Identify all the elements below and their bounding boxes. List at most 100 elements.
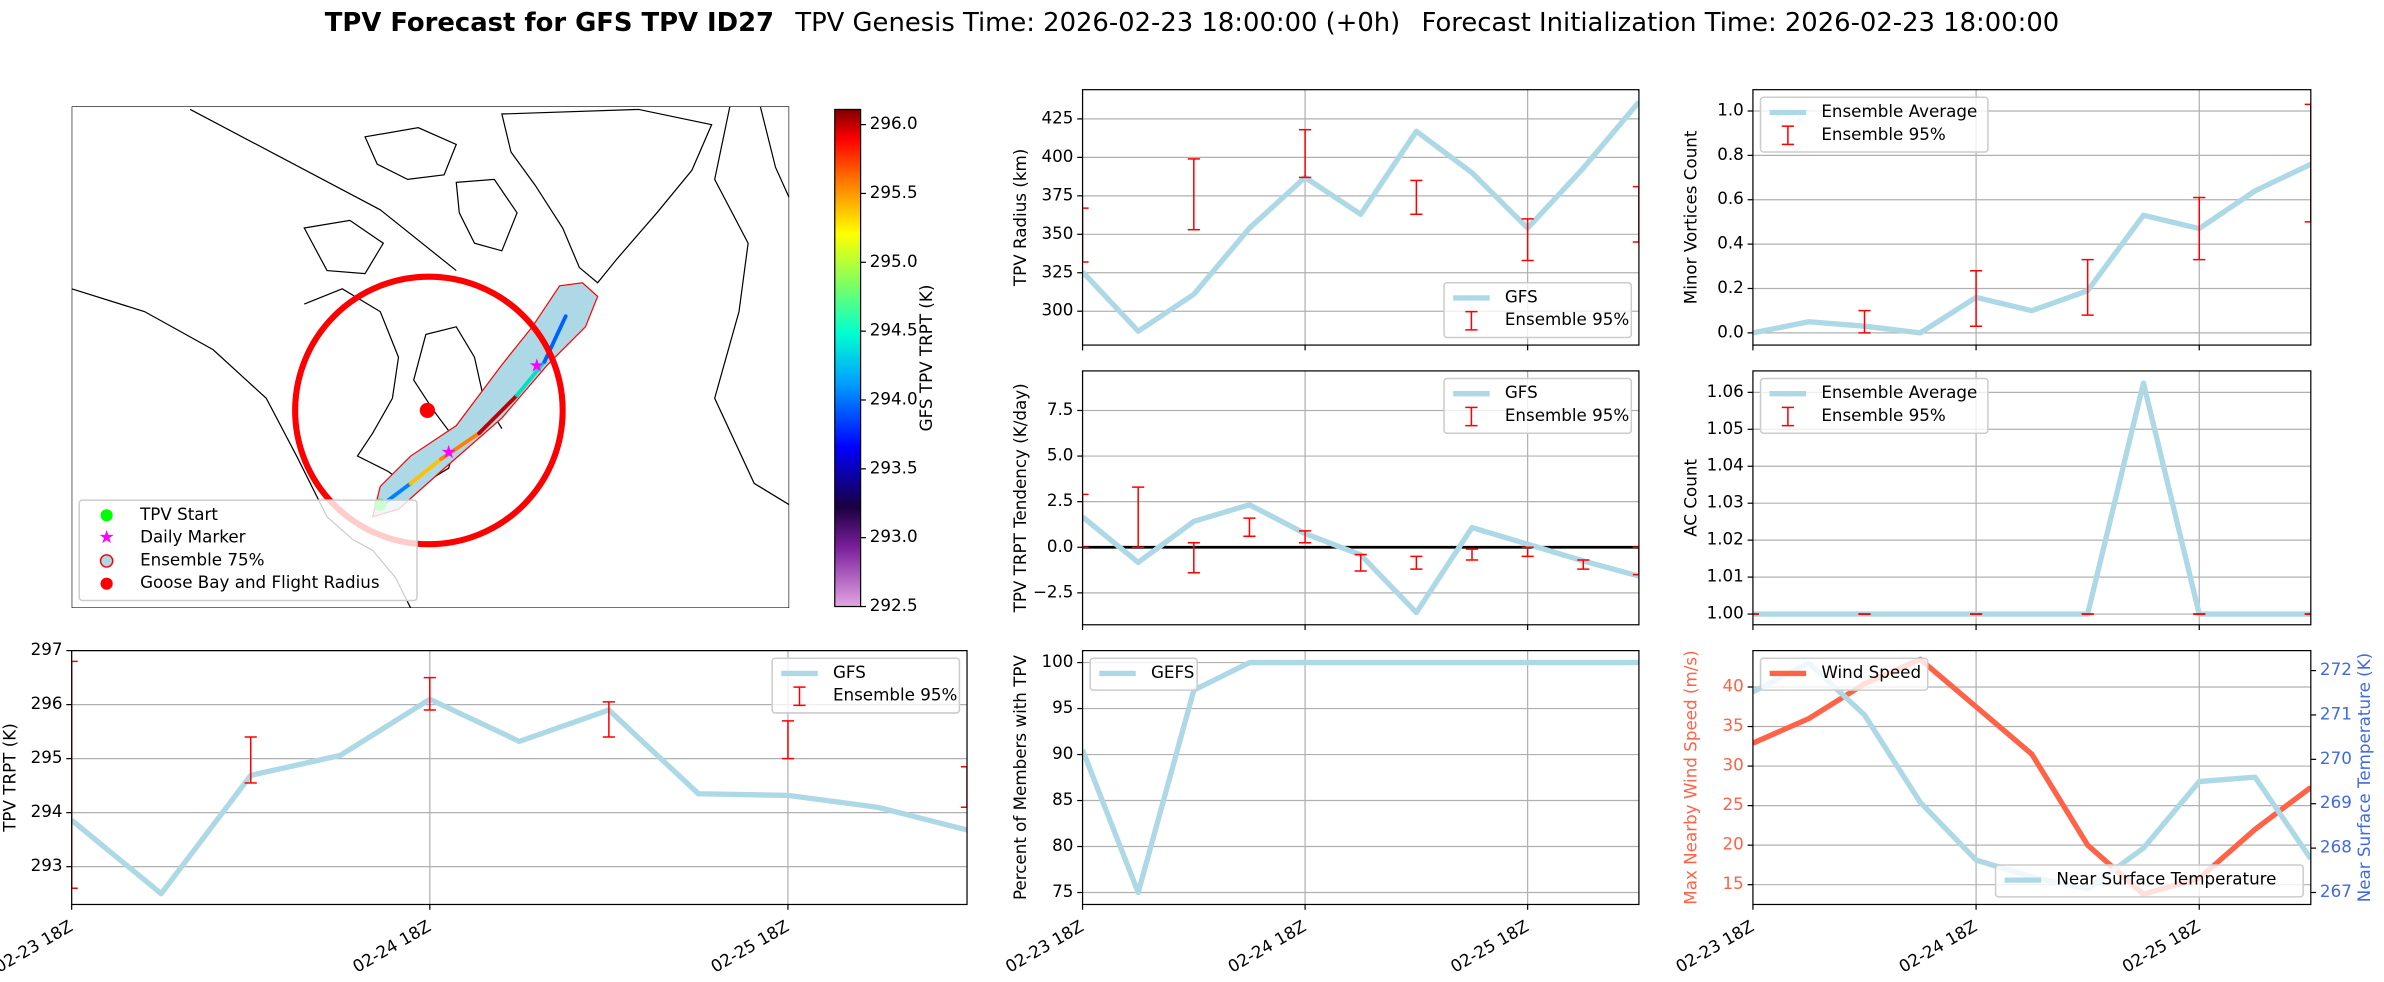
errorbar xyxy=(2304,103,2311,223)
y2-tick-label: 271 xyxy=(2320,703,2352,723)
legend-label: Ensemble 75% xyxy=(140,549,264,569)
series-line xyxy=(71,696,968,897)
y2-tick-label: 270 xyxy=(2320,748,2352,768)
colorbar-tick-label: 294.5 xyxy=(870,320,918,340)
y-tick-label: 1.0 xyxy=(1717,99,1744,119)
colorbar-label: GFS TPV TRPT (K) xyxy=(916,285,936,432)
plot-area xyxy=(1752,89,2311,346)
legend-marker: ★ xyxy=(98,527,114,548)
coast xyxy=(455,178,518,252)
suptitle-init: Forecast Initialization Time: 2026-02-23… xyxy=(1422,7,2060,37)
x-tick-label: 02-23 18Z xyxy=(1002,916,1087,977)
coast xyxy=(303,219,385,275)
plot-area xyxy=(1082,89,1639,346)
x-tick-label: 02-23 18Z xyxy=(0,916,76,977)
errorbar xyxy=(1410,179,1423,216)
colorbar-tick-label: 295.5 xyxy=(870,182,918,202)
legend: Ensemble Average Ensemble 95% xyxy=(1759,96,1989,153)
errorbar xyxy=(1082,493,1089,549)
errorbar xyxy=(960,765,968,809)
legend-label: Ensemble Average xyxy=(1821,101,1977,121)
y2-tick-label: 272 xyxy=(2320,659,2352,679)
track-segment xyxy=(408,457,443,486)
errorbar xyxy=(602,701,615,738)
x-tick-label: 02-25 18Z xyxy=(1447,916,1532,977)
errorbar xyxy=(1577,559,1590,570)
y-tick-label: 296 xyxy=(31,693,63,713)
track-segment xyxy=(439,431,481,461)
axes-frame xyxy=(1081,89,1640,346)
y-tick-label: 0.0 xyxy=(1047,536,1074,556)
y-tick-label: 95 xyxy=(1052,697,1073,717)
axes-frame xyxy=(1081,370,1640,626)
y-tick-label: 35 xyxy=(1723,715,1744,735)
y-tick-label: 1.03 xyxy=(1707,492,1744,512)
y-tick-label: 7.5 xyxy=(1047,399,1074,419)
axes-frame xyxy=(71,650,968,906)
coast xyxy=(189,108,457,272)
legend-label: Near Surface Temperature xyxy=(2056,869,2276,889)
coast xyxy=(759,106,790,198)
y-tick-label: 375 xyxy=(1042,184,1074,204)
errorbar xyxy=(1243,517,1256,538)
plot-area xyxy=(1082,370,1639,625)
x-tick-label: 02-24 18Z xyxy=(349,916,434,977)
legend-label: GEFS xyxy=(1151,662,1194,682)
colorbar xyxy=(834,108,862,608)
legend-box xyxy=(1994,864,2304,898)
y2-axis-label: Near Surface Temperature (K) xyxy=(2354,653,2374,902)
y-axis-label: TPV TRPT Tendency (K/day) xyxy=(1010,383,1030,613)
series-line xyxy=(1082,100,1639,334)
legend-label: Ensemble 95% xyxy=(1821,124,1945,144)
axes-frame xyxy=(1081,650,1640,906)
errorbar xyxy=(2081,258,2094,316)
errorbar xyxy=(1858,309,1871,334)
legend-marker xyxy=(100,509,113,522)
errorbar xyxy=(1632,185,1639,243)
axes: −2.5 0.0 2.5 5.0 7.5 TPV TRPT Tendency (K/day… xyxy=(1010,370,1640,631)
errorbar xyxy=(1969,269,1983,327)
y-tick-label: 0.0 xyxy=(1717,321,1744,341)
errorbar xyxy=(781,720,795,760)
legend-box xyxy=(771,657,961,714)
errorbar xyxy=(1410,555,1423,570)
series-line xyxy=(1082,659,1639,896)
y-tick-label: 1.05 xyxy=(1707,418,1744,438)
legend-label: Daily Marker xyxy=(140,527,246,547)
errorbar xyxy=(1082,207,1089,263)
y-tick-label: 40 xyxy=(1723,675,1744,695)
daily-marker: ★ xyxy=(440,442,456,463)
y-tick-label: 90 xyxy=(1052,743,1073,763)
legend-marker xyxy=(99,554,114,568)
axes-frame xyxy=(1752,89,2312,346)
legend-label: GFS xyxy=(1505,382,1538,402)
legend-label: GFS xyxy=(1505,286,1538,306)
legend-label: Ensemble 95% xyxy=(1821,405,1945,425)
legend-box xyxy=(1089,657,1198,691)
x-tick-label: 02-24 18Z xyxy=(1224,916,1309,977)
errorbar xyxy=(1354,553,1367,572)
y2-tick-label: 268 xyxy=(2320,837,2352,857)
legend: GFS Ensemble 95% xyxy=(1443,281,1633,339)
y2-tick-label: 269 xyxy=(2320,792,2352,812)
legend-box xyxy=(1443,377,1633,434)
legend: Ensemble Average Ensemble 95% xyxy=(1759,377,1989,434)
y-tick-label: 15 xyxy=(1723,873,1744,893)
y-tick-label: 1.02 xyxy=(1707,529,1744,549)
legend-box xyxy=(1759,96,1989,153)
errorbar xyxy=(1187,158,1200,231)
y-tick-label: 293 xyxy=(31,855,63,875)
legend-label: Goose Bay and Flight Radius xyxy=(140,572,379,592)
axes: 02-23 18Z 02-24 18Z 02-25 18Z 75 80 85 90 95 100… xyxy=(1002,650,1640,977)
suptitle: TPV Forecast for GFS TPV ID27 TPV Genesis… xyxy=(325,7,2059,37)
errorbar xyxy=(244,736,257,784)
coast xyxy=(714,106,790,506)
y-tick-label: 1.00 xyxy=(1707,603,1744,623)
y-tick-label: 0.2 xyxy=(1717,277,1744,297)
series-line xyxy=(1752,161,2311,336)
legend-box xyxy=(1759,377,1989,434)
errorbar xyxy=(1521,218,1534,262)
colorbar-tick-label: 295.0 xyxy=(870,251,918,271)
